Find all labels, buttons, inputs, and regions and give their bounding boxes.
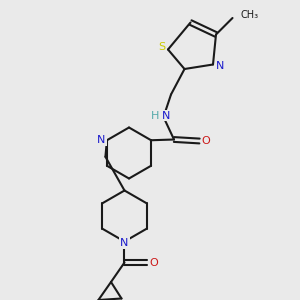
Text: O: O [202,136,211,146]
Text: O: O [149,257,158,268]
Text: N: N [215,61,224,71]
Text: H: H [151,110,159,121]
Text: N: N [120,238,129,248]
Text: N: N [97,135,106,145]
Text: N: N [162,110,171,121]
Text: CH₃: CH₃ [241,10,259,20]
Text: S: S [158,42,165,52]
